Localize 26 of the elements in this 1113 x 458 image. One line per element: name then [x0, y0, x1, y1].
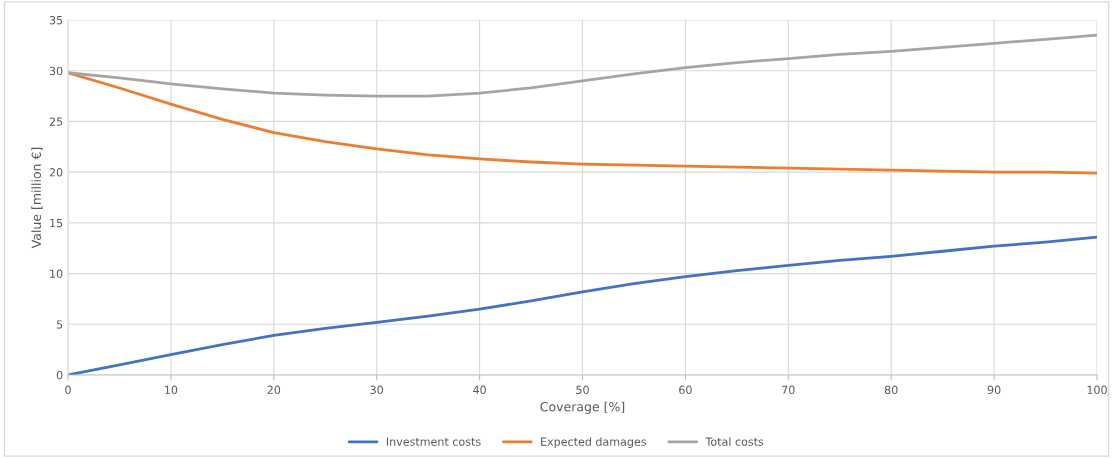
- y-tick-label: 20: [49, 168, 63, 177]
- y-axis-title: Value [million €]: [31, 147, 43, 249]
- x-tick-label: 60: [679, 385, 692, 395]
- legend-label: Total costs: [705, 437, 764, 446]
- x-tick-label: 100: [1087, 385, 1107, 395]
- x-tick-label: 20: [267, 385, 281, 395]
- x-tick-label: 30: [370, 385, 384, 395]
- y-tick-label: 30: [49, 66, 63, 76]
- x-tick-label: 50: [576, 385, 589, 395]
- x-tick-label: 80: [884, 385, 898, 395]
- x-tick-label: 0: [65, 385, 71, 395]
- y-tick-label: 10: [50, 269, 63, 278]
- line-series: [68, 33, 1097, 98]
- x-tick-label: 90: [987, 385, 1001, 395]
- x-tick-label: 40: [473, 385, 486, 395]
- x-tick-label: 70: [782, 385, 795, 395]
- y-tick-label: 35: [49, 15, 63, 25]
- y-tick-label: 0: [56, 370, 63, 380]
- y-tick-label: 25: [49, 117, 63, 126]
- legend-label: Expected damages: [541, 437, 647, 448]
- y-tick-label: 15: [50, 218, 63, 228]
- y-tick-label: 5: [56, 320, 63, 329]
- x-axis-title: Coverage [%]: [540, 401, 625, 414]
- legend-label: Investment costs: [386, 437, 481, 446]
- line-series: [68, 71, 1097, 175]
- x-tick-label: 10: [165, 385, 178, 395]
